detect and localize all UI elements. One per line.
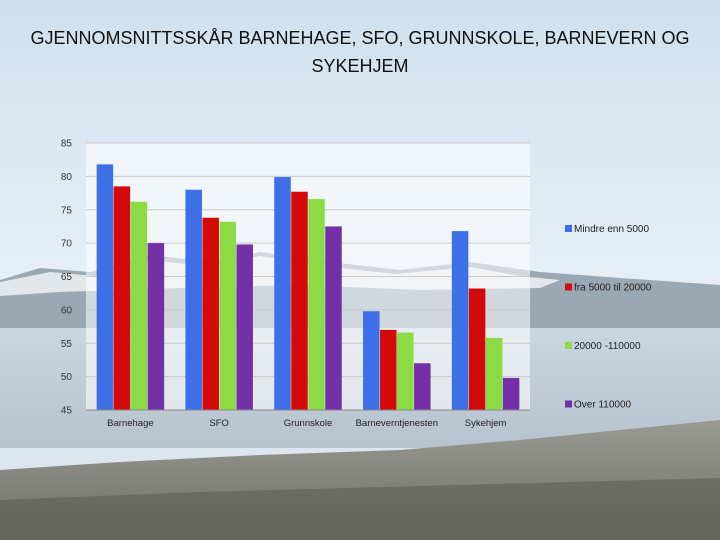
slide-title: GJENNOMSNITTSSKÅR BARNEHAGE, SFO, GRUNNS… — [30, 28, 690, 76]
y-tick-label: 60 — [61, 305, 73, 316]
legend-swatch — [565, 283, 572, 291]
bar — [308, 199, 325, 410]
x-category-label: Grunnskole — [284, 418, 333, 429]
bar — [236, 244, 253, 410]
bar — [502, 377, 520, 410]
legend-swatch — [565, 342, 572, 349]
bar — [96, 164, 114, 410]
y-tick-label: 70 — [61, 239, 73, 250]
legend-label: Over 110000 — [574, 400, 632, 411]
y-tick-label: 65 — [61, 272, 73, 283]
bar — [380, 329, 397, 410]
bar — [325, 226, 342, 410]
x-category-label: SFO — [209, 418, 229, 429]
legend-label: Mindre enn 5000 — [574, 224, 649, 235]
bar — [397, 332, 414, 410]
x-category-label: Barneverntjenesten — [356, 418, 438, 429]
bar — [274, 177, 291, 410]
bar — [291, 191, 308, 410]
legend-swatch — [565, 400, 572, 408]
legend-label: fra 5000 til 20000 — [574, 283, 652, 294]
bar — [414, 363, 431, 410]
bar — [468, 288, 486, 410]
bar — [185, 189, 202, 410]
legend-swatch — [565, 225, 572, 232]
y-tick-label: 85 — [61, 139, 73, 150]
bar — [113, 186, 131, 410]
bar — [202, 217, 219, 410]
y-tick-label: 50 — [61, 372, 73, 383]
y-tick-label: 55 — [61, 339, 73, 350]
bar — [451, 231, 469, 410]
y-tick-label: 80 — [61, 172, 73, 183]
bar — [485, 337, 503, 410]
y-tick-label: 75 — [61, 205, 73, 216]
x-category-label: Sykehjem — [465, 418, 507, 429]
bar — [363, 311, 380, 410]
x-category-label: Barnehage — [107, 418, 153, 429]
legend-label: 20000 -110000 — [574, 341, 641, 352]
bar — [147, 243, 165, 410]
y-tick-label: 45 — [61, 406, 73, 417]
bar — [219, 221, 236, 410]
bar — [130, 201, 148, 410]
